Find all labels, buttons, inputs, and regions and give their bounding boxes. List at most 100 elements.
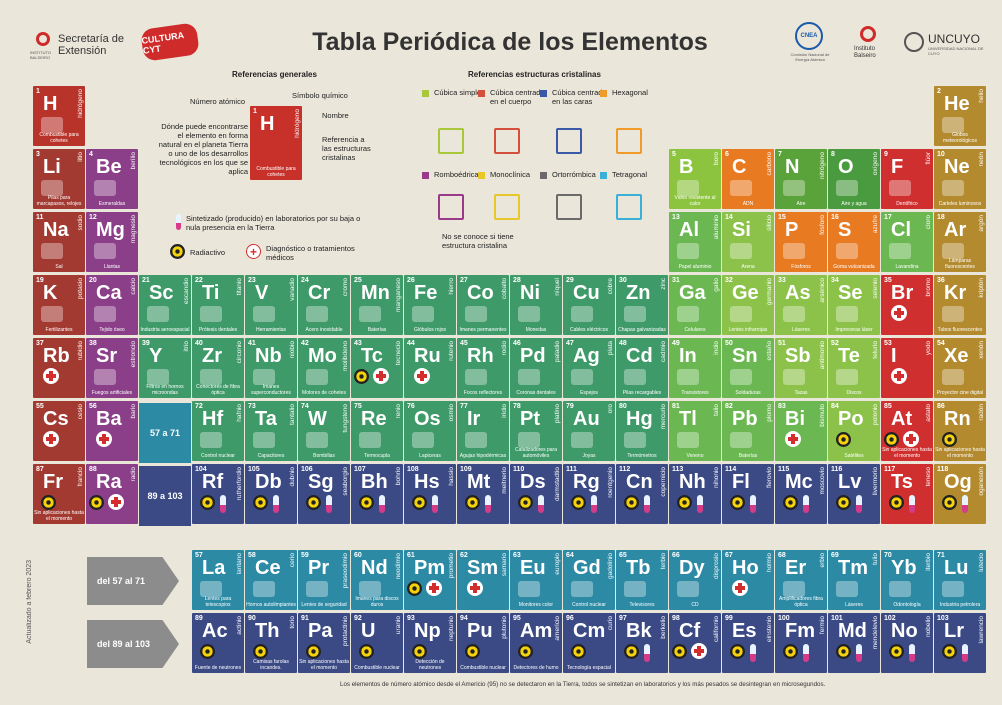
element-mt[interactable]: 109 Mt meitnerio xyxy=(457,464,509,524)
element-bi[interactable]: 83 Bi bismuto xyxy=(775,401,827,461)
element-es[interactable]: 99 Es einstenio xyxy=(722,613,774,673)
element-np[interactable]: 93 Np neptunio Detección de neutrones xyxy=(404,613,456,673)
element-kr[interactable]: 36 Kr kriptón Tubos fluorescentes xyxy=(934,275,986,335)
element-hf[interactable]: 72 Hf hafnio Control nuclear xyxy=(192,401,244,461)
element-ni[interactable]: 28 Ni níquel Monedas xyxy=(510,275,562,335)
element-ca[interactable]: 20 Ca calcio Tejido óseo xyxy=(86,275,138,335)
element-sc[interactable]: 21 Sc escandio Industria aeroespacial xyxy=(139,275,191,335)
element-lu[interactable]: 71 Lu lutecio Industria petrolera xyxy=(934,550,986,610)
element-ce[interactable]: 58 Ce cerio Hornos autolimpiantes xyxy=(245,550,297,610)
element-hs[interactable]: 108 Hs hassio xyxy=(404,464,456,524)
element-cl[interactable]: 17 Cl cloro Lavandina xyxy=(881,212,933,272)
element-fm[interactable]: 100 Fm fermio xyxy=(775,613,827,673)
element-ge[interactable]: 32 Ge germanio Lentes infrarrojas xyxy=(722,275,774,335)
element-au[interactable]: 79 Au oro Joyas xyxy=(563,401,615,461)
element-ta[interactable]: 73 Ta tantalio Capacitores xyxy=(245,401,297,461)
element-dy[interactable]: 66 Dy disprosio CD xyxy=(669,550,721,610)
element-se[interactable]: 34 Se selenio Impresoras láser xyxy=(828,275,880,335)
element-sb[interactable]: 51 Sb antimonio Tazas xyxy=(775,338,827,398)
element-ru[interactable]: 44 Ru rutenio xyxy=(404,338,456,398)
element-ra[interactable]: 88 Ra radio xyxy=(86,464,138,524)
element-db[interactable]: 105 Db dubnio xyxy=(245,464,297,524)
element-er[interactable]: 68 Er erbio Amplificadores fibra óptica xyxy=(775,550,827,610)
element-nb[interactable]: 41 Nb niobio Imanes superconductores xyxy=(245,338,297,398)
element-ho[interactable]: 67 Ho holmio xyxy=(722,550,774,610)
element-bh[interactable]: 107 Bh bohrio xyxy=(351,464,403,524)
element-mg[interactable]: 12 Mg magnesio Llantas xyxy=(86,212,138,272)
element-cn[interactable]: 112 Cn copernicio xyxy=(616,464,668,524)
element-ir[interactable]: 77 Ir iridio Agujas hipodérmicas xyxy=(457,401,509,461)
element-la[interactable]: 57 La lantano Lentes para telescopios xyxy=(192,550,244,610)
element-bk[interactable]: 97 Bk berkelio xyxy=(616,613,668,673)
element-pb[interactable]: 82 Pb plomo Baterías xyxy=(722,401,774,461)
element-tl[interactable]: 81 Tl talio Veneno xyxy=(669,401,721,461)
element-cm[interactable]: 96 Cm curio Tecnología espacial xyxy=(563,613,615,673)
element-ts[interactable]: 117 Ts teneso xyxy=(881,464,933,524)
element-lv[interactable]: 116 Lv livermorio xyxy=(828,464,880,524)
element-mo[interactable]: 42 Mo molibdeno Motores de cohetes xyxy=(298,338,350,398)
element-mc[interactable]: 115 Mc moscovio xyxy=(775,464,827,524)
element-hg[interactable]: 80 Hg mercurio Termómetros xyxy=(616,401,668,461)
element-si[interactable]: 14 Si silicio Arena xyxy=(722,212,774,272)
element-os[interactable]: 76 Os osmio Lapiceras xyxy=(404,401,456,461)
element-pd[interactable]: 46 Pd paladio Coronas dentales xyxy=(510,338,562,398)
element-cd[interactable]: 48 Cd cadmio Pilas recargables xyxy=(616,338,668,398)
element-po[interactable]: 84 Po polonio Satélites xyxy=(828,401,880,461)
element-th[interactable]: 90 Th torio Camisas farolas incandes. xyxy=(245,613,297,673)
element-cr[interactable]: 24 Cr cromo Acero inoxidable xyxy=(298,275,350,335)
element-at[interactable]: 85 At astato Sin aplicaciones hasta el mome… xyxy=(881,401,933,461)
element-fl[interactable]: 114 Fl flerovio xyxy=(722,464,774,524)
element-fe[interactable]: 26 Fe hierro Glóbulos rojos xyxy=(404,275,456,335)
element-xe[interactable]: 54 Xe xenón Proyector cine digital xyxy=(934,338,986,398)
element-br[interactable]: 35 Br bromo xyxy=(881,275,933,335)
element-te[interactable]: 52 Te telurio Discos xyxy=(828,338,880,398)
element-li[interactable]: 3 Li litio Pilas para marcapasos, relojes xyxy=(33,149,85,209)
element-rf[interactable]: 104 Rf rutherfordio xyxy=(192,464,244,524)
element-nd[interactable]: 60 Nd neodimio Imanes para discos duros xyxy=(351,550,403,610)
element-ga[interactable]: 31 Ga galio Celulares xyxy=(669,275,721,335)
element-co[interactable]: 27 Co cobalto Imanes permanentes xyxy=(457,275,509,335)
element-na[interactable]: 11 Na sodio Sal xyxy=(33,212,85,272)
element-cu[interactable]: 29 Cu cobre Cables eléctricos xyxy=(563,275,615,335)
element-pm[interactable]: 61 Pm prometio xyxy=(404,550,456,610)
element-tb[interactable]: 65 Tb terbio Televisores xyxy=(616,550,668,610)
element-zn[interactable]: 30 Zn zinc Chapas galvanizadas xyxy=(616,275,668,335)
element-sg[interactable]: 106 Sg seaborgio xyxy=(298,464,350,524)
element-no[interactable]: 102 No nobelio xyxy=(881,613,933,673)
element-ti[interactable]: 22 Ti titanio Prótesis dentales xyxy=(192,275,244,335)
element-as[interactable]: 33 As arsénico Láseres xyxy=(775,275,827,335)
element-og[interactable]: 118 Og oganesón xyxy=(934,464,986,524)
element-be[interactable]: 4 Be berilio Esmeraldas xyxy=(86,149,138,209)
element-rg[interactable]: 111 Rg roentgenio xyxy=(563,464,615,524)
element-ne[interactable]: 10 Ne neón Carteles luminosos xyxy=(934,149,986,209)
element-he[interactable]: 2 He helio Globos meteorológicos xyxy=(934,86,986,146)
element-sn[interactable]: 50 Sn estaño Soldaduras xyxy=(722,338,774,398)
element-lr[interactable]: 103 Lr lawrencio xyxy=(934,613,986,673)
element-rb[interactable]: 37 Rb rubidio xyxy=(33,338,85,398)
element-ag[interactable]: 47 Ag plata Espejos xyxy=(563,338,615,398)
element-al[interactable]: 13 Al aluminio Papel aluminio xyxy=(669,212,721,272)
element-yb[interactable]: 70 Yb iterbio Odontología xyxy=(881,550,933,610)
element-tc[interactable]: 43 Tc tecnecio xyxy=(351,338,403,398)
element-pa[interactable]: 91 Pa protactinio Sin aplicaciones hasta el… xyxy=(298,613,350,673)
element-rh[interactable]: 45 Rh rodio Focos reflectores xyxy=(457,338,509,398)
element-in[interactable]: 49 In indio Transistores xyxy=(669,338,721,398)
element-sr[interactable]: 38 Sr estroncio Fuegos artificiales xyxy=(86,338,138,398)
element-pr[interactable]: 59 Pr praseodimio Lentes de seguridad xyxy=(298,550,350,610)
element-re[interactable]: 75 Re renio Termocupla xyxy=(351,401,403,461)
element-cs[interactable]: 55 Cs cesio xyxy=(33,401,85,461)
element-nh[interactable]: 113 Nh nihonio xyxy=(669,464,721,524)
element-zr[interactable]: 40 Zr circonio Conectores de fibra óptica xyxy=(192,338,244,398)
